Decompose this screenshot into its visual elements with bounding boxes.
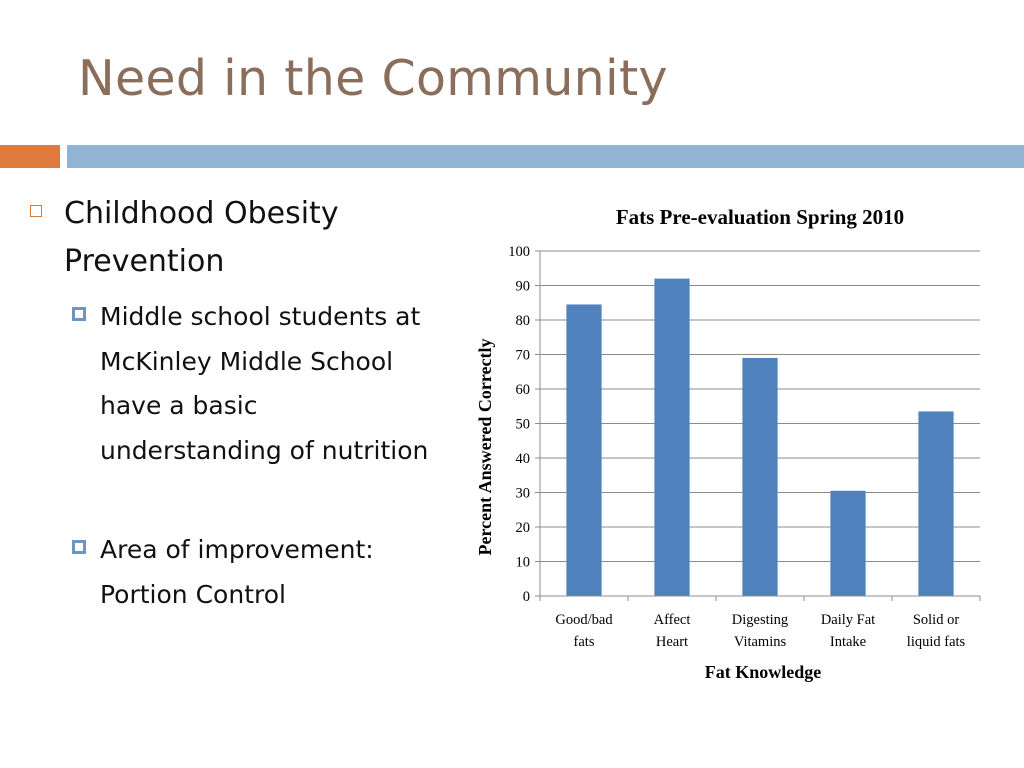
y-tick-label: 90 [516, 279, 531, 295]
y-tick-label: 70 [516, 348, 531, 364]
x-category-label: Affect [654, 612, 691, 628]
hollow-square-bullet-icon [30, 205, 42, 217]
y-tick-label: 20 [516, 520, 531, 536]
y-axis-title: Percent Answered Correctly [475, 339, 495, 556]
bar [918, 411, 954, 596]
y-tick-label: 100 [508, 244, 530, 260]
axes [539, 251, 981, 601]
bar [742, 357, 778, 596]
y-tick-label: 80 [516, 313, 531, 329]
bar [566, 304, 602, 596]
x-category-label: Digesting [732, 612, 788, 628]
chart-title: Fats Pre-evaluation Spring 2010 [616, 205, 904, 229]
x-category-label: Solid or [913, 612, 959, 628]
x-category-label: Heart [656, 634, 688, 650]
bar [830, 490, 866, 596]
bullet-list: Childhood Obesity Prevention Middle scho… [0, 0, 460, 768]
sub-bullet-text: Middle school students at McKinley Middl… [100, 302, 429, 465]
x-category-label: Intake [830, 634, 866, 650]
x-category-label: liquid fats [907, 634, 966, 650]
y-tick-label: 50 [516, 417, 531, 433]
y-tick-label: 0 [523, 589, 530, 605]
square-bullet-icon [72, 540, 86, 554]
square-bullet-icon [72, 307, 86, 321]
y-tick-label: 40 [516, 451, 531, 467]
bullet-text: Childhood Obesity Prevention [64, 196, 339, 279]
y-tick-label: 30 [516, 486, 531, 502]
sub-bullet-text: Area of improvement: Portion Control [100, 535, 374, 609]
y-tick-label: 10 [516, 555, 531, 571]
bars [566, 278, 954, 596]
x-category-label: Good/bad [555, 612, 613, 628]
slide-title: Need in the Community [78, 50, 668, 107]
x-category-labels: Good/bad fats Affect Heart Digesting Vitamins… [555, 612, 965, 650]
y-tick-labels: 0 10 20 30 40 50 60 70 80 90 100 [508, 244, 530, 605]
x-category-label: Vitamins [734, 634, 787, 650]
bar-chart: Fats Pre-evaluation Spring 2010 0 10 20 30 4… [475, 205, 981, 682]
x-axis-title: Fat Knowledge [705, 662, 822, 682]
x-category-label: fats [574, 634, 595, 650]
y-tick-label: 60 [516, 382, 531, 398]
x-category-label: Daily Fat [821, 612, 875, 628]
bar [654, 278, 690, 596]
header-accent-bar [0, 145, 60, 168]
header-rule-bar [67, 145, 1024, 168]
